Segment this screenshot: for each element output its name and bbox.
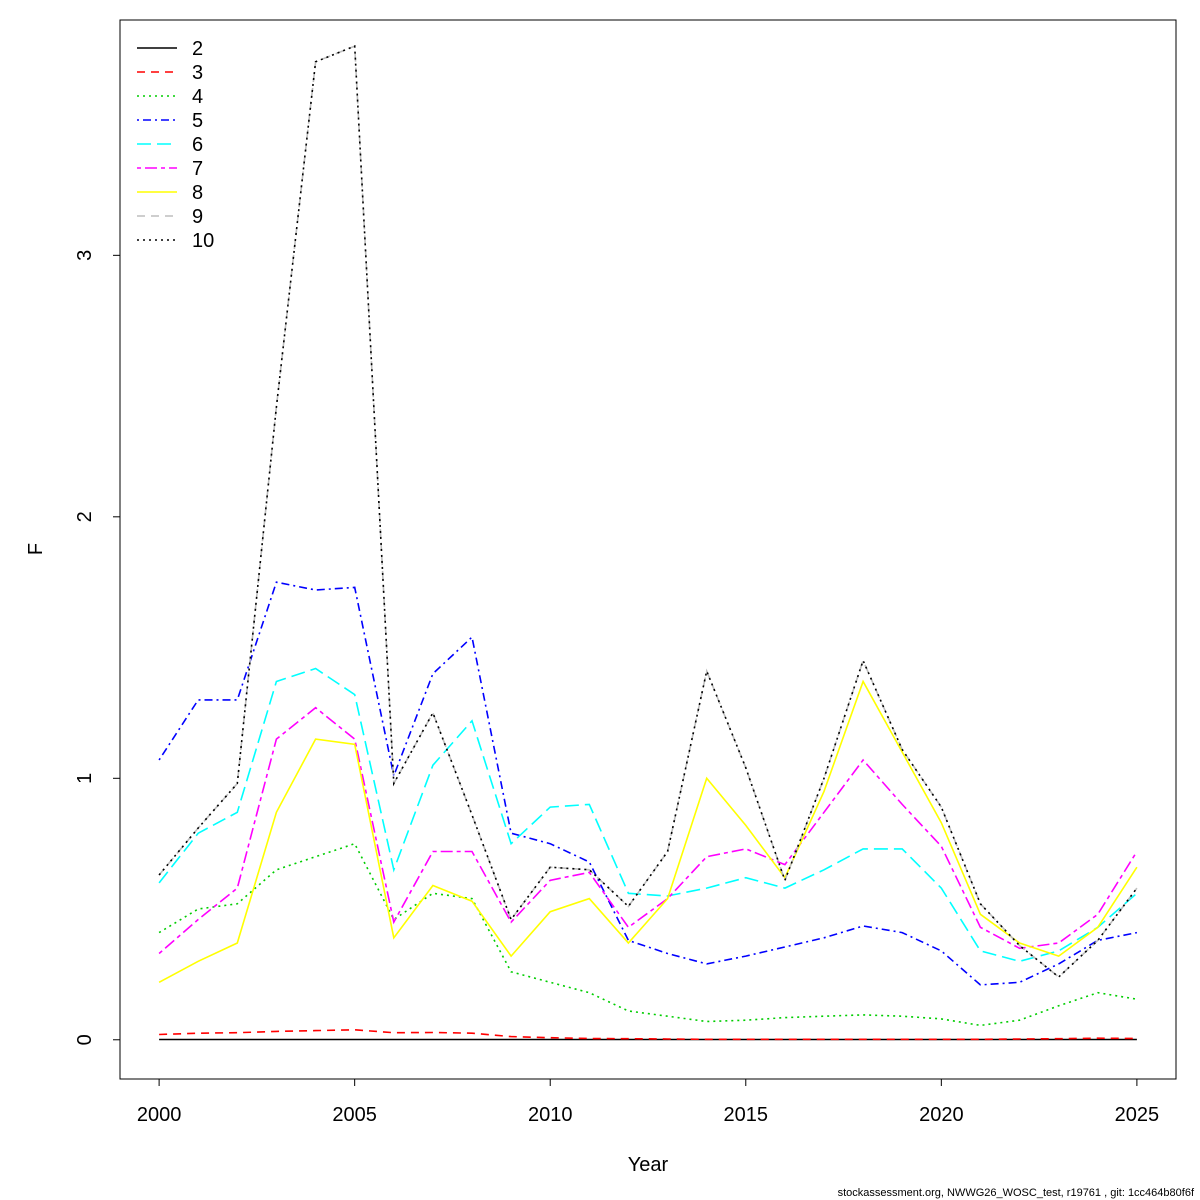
y-axis: 0 1 2 3 xyxy=(74,250,121,1045)
x-tick-label: 2000 xyxy=(137,1104,182,1126)
legend-item-9: 9 xyxy=(137,206,203,228)
series-line-9 xyxy=(158,44,1138,979)
x-axis-title: Year xyxy=(628,1154,669,1176)
series-line-6 xyxy=(158,667,1138,963)
y-tick-label: 0 xyxy=(74,1034,96,1045)
legend-label: 4 xyxy=(192,86,203,108)
legend-item-7: 7 xyxy=(137,158,203,180)
y-tick-label: 1 xyxy=(74,773,96,784)
legend-label: 10 xyxy=(192,230,214,252)
footer-attribution: stockassessment.org, NWWG26_WOSC_test, r… xyxy=(838,1187,1195,1199)
legend-item-4: 4 xyxy=(137,86,203,108)
series-line-3 xyxy=(159,1028,1137,1041)
y-tick-label: 2 xyxy=(74,511,96,522)
legend-item-2: 2 xyxy=(137,38,203,60)
legend-label: 5 xyxy=(192,110,203,132)
x-tick-label: 2005 xyxy=(332,1104,377,1126)
series-layer xyxy=(158,44,1138,1041)
series-line-8 xyxy=(158,679,1138,984)
legend-label: 9 xyxy=(192,206,203,228)
x-axis: 2000 2005 2010 2015 2020 2025 xyxy=(137,1078,1160,1126)
legend-item-6: 6 xyxy=(137,134,203,156)
legend-item-8: 8 xyxy=(137,182,203,204)
series-line-7 xyxy=(158,706,1138,955)
legend-item-3: 3 xyxy=(137,62,203,84)
legend-label: 3 xyxy=(192,62,203,84)
x-tick-label: 2020 xyxy=(919,1104,964,1126)
series-line-5 xyxy=(158,581,1138,986)
legend-label: 2 xyxy=(192,38,203,60)
x-tick-label: 2010 xyxy=(528,1104,573,1126)
legend-label: 6 xyxy=(192,134,203,156)
y-axis-title: F xyxy=(25,543,47,555)
legend-label: 7 xyxy=(192,158,203,180)
legend-label: 8 xyxy=(192,182,203,204)
legend-item-10: 10 xyxy=(137,230,214,252)
y-tick-label: 3 xyxy=(74,250,96,261)
series-line-10 xyxy=(158,44,1138,979)
x-tick-label: 2025 xyxy=(1115,1104,1160,1126)
series-line-4 xyxy=(158,842,1138,1027)
x-tick-label: 2015 xyxy=(724,1104,769,1126)
legend-item-5: 5 xyxy=(137,110,203,132)
